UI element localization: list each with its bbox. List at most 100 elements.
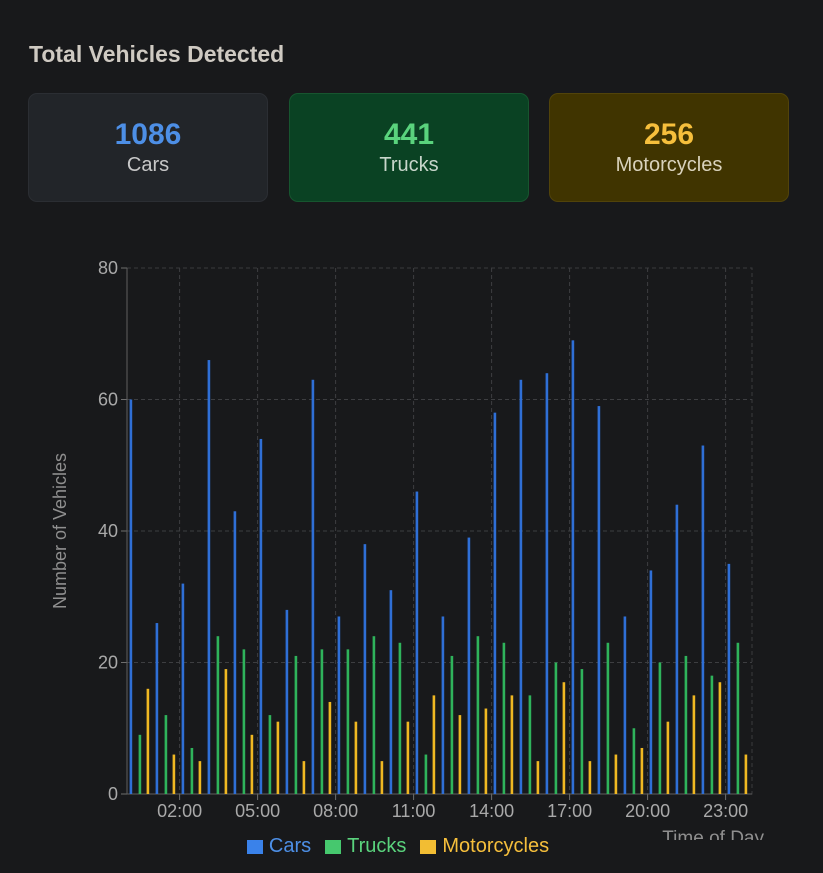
- x-tick-label-6: 20:00: [625, 801, 670, 821]
- cars-count: 1086: [114, 118, 182, 151]
- bar-trucks-4: [242, 649, 246, 794]
- bar-motorcycles-10: [406, 721, 410, 794]
- bar-motorcycles-20: [666, 721, 670, 794]
- bar-trucks-0: [138, 734, 142, 794]
- bar-cars-12: [441, 616, 445, 794]
- motorcycles-summary-card: 256 Motorcycles: [549, 93, 789, 202]
- trucks-count: 441: [383, 118, 435, 151]
- bar-cars-21: [675, 504, 679, 794]
- x-tick-label-5: 17:00: [547, 801, 592, 821]
- bar-cars-0: [129, 399, 133, 794]
- bar-cars-5: [259, 438, 263, 794]
- bar-cars-9: [363, 544, 367, 794]
- legend-label-trucks: Trucks: [347, 835, 407, 857]
- bar-motorcycles-18: [614, 754, 618, 794]
- page-title: Total Vehicles Detected: [29, 41, 285, 67]
- bar-cars-8: [337, 616, 341, 794]
- bar-trucks-11: [424, 754, 428, 794]
- x-tick-label-0: 02:00: [157, 801, 202, 821]
- bar-motorcycles-21: [692, 695, 696, 794]
- bar-cars-7: [311, 379, 315, 794]
- bar-motorcycles-4: [250, 734, 254, 794]
- bar-motorcycles-8: [354, 721, 358, 794]
- bar-trucks-17: [580, 669, 584, 794]
- bar-motorcycles-16: [562, 682, 566, 794]
- y-tick-label-1: 20: [98, 653, 118, 673]
- x-tick-label-2: 08:00: [313, 801, 358, 821]
- bar-cars-3: [207, 360, 211, 794]
- bar-trucks-2: [190, 747, 194, 794]
- legend-item-trucks[interactable]: Trucks: [325, 835, 406, 858]
- trucks-label: Trucks: [379, 154, 439, 176]
- bar-trucks-22: [710, 675, 714, 794]
- bar-trucks-16: [554, 662, 558, 794]
- bar-cars-15: [519, 379, 523, 794]
- motorcycles-count: 256: [643, 118, 695, 151]
- bar-trucks-6: [294, 655, 298, 794]
- bar-motorcycles-0: [146, 688, 150, 794]
- bar-motorcycles-3: [224, 669, 228, 794]
- bar-cars-1: [155, 623, 159, 794]
- bar-cars-2: [181, 583, 185, 794]
- bar-trucks-21: [684, 655, 688, 794]
- bar-cars-17: [571, 340, 575, 794]
- bar-cars-13: [467, 537, 471, 794]
- bar-cars-4: [233, 511, 237, 794]
- bar-motorcycles-22: [718, 682, 722, 794]
- x-axis-label: Time of Day: [662, 828, 764, 840]
- bar-cars-10: [389, 590, 393, 794]
- y-tick-label-2: 40: [98, 521, 118, 541]
- y-tick-label-3: 60: [98, 390, 118, 410]
- y-axis-label: Number of Vehicles: [50, 453, 70, 609]
- x-tick-label-1: 05:00: [235, 801, 280, 821]
- bar-trucks-20: [658, 662, 662, 794]
- motorcycles-label: Motorcycles: [615, 154, 723, 176]
- bar-trucks-23: [736, 642, 740, 794]
- bar-cars-11: [415, 491, 419, 794]
- bar-trucks-5: [268, 715, 272, 794]
- bar-motorcycles-2: [198, 761, 202, 794]
- bar-motorcycles-19: [640, 747, 644, 794]
- bar-trucks-7: [320, 649, 324, 794]
- legend-swatch-motorcycles: [420, 839, 437, 854]
- bar-trucks-8: [346, 649, 350, 794]
- bar-trucks-13: [476, 636, 480, 794]
- bar-trucks-10: [398, 642, 402, 794]
- chart-legend: Cars Trucks Motorcycles: [0, 835, 796, 858]
- legend-swatch-trucks: [325, 839, 342, 854]
- summary-cards: 1086 Cars 441 Trucks 256 Motorcycles: [28, 93, 790, 202]
- bar-motorcycles-7: [328, 701, 332, 794]
- y-tick-label-0: 0: [108, 784, 118, 804]
- bar-motorcycles-1: [172, 754, 176, 794]
- bar-motorcycles-23: [744, 754, 748, 794]
- bar-motorcycles-6: [302, 761, 306, 794]
- bar-cars-14: [493, 412, 497, 794]
- legend-label-motorcycles: Motorcycles: [442, 835, 550, 857]
- bar-cars-16: [545, 373, 549, 794]
- bar-motorcycles-5: [276, 721, 280, 794]
- x-tick-label-3: 11:00: [392, 801, 436, 821]
- bar-trucks-1: [164, 715, 168, 794]
- bar-motorcycles-13: [484, 708, 488, 794]
- bar-trucks-9: [372, 636, 376, 794]
- trucks-summary-card: 441 Trucks: [289, 93, 529, 202]
- bar-motorcycles-14: [510, 695, 514, 794]
- legend-item-motorcycles[interactable]: Motorcycles: [420, 835, 549, 858]
- bar-motorcycles-11: [432, 695, 436, 794]
- bar-motorcycles-15: [536, 761, 540, 794]
- y-tick-label-4: 80: [98, 258, 118, 278]
- bar-cars-19: [623, 616, 627, 794]
- bar-trucks-12: [450, 655, 454, 794]
- vehicles-bar-chart: 0 20 40 60 80 02:00 05:00 08:00 11:00 14:00 17:00 2…: [50, 258, 764, 840]
- cars-summary-card: 1086 Cars: [28, 93, 268, 202]
- legend-swatch-cars: [246, 839, 263, 854]
- bar-cars-23: [727, 563, 731, 794]
- bar-cars-22: [701, 445, 705, 794]
- bar-trucks-3: [216, 636, 220, 794]
- bar-motorcycles-9: [380, 761, 384, 794]
- bar-cars-6: [285, 609, 289, 794]
- legend-item-cars[interactable]: Cars: [246, 835, 312, 858]
- legend-label-cars: Cars: [268, 835, 312, 857]
- bar-cars-20: [649, 570, 653, 794]
- bar-motorcycles-12: [458, 715, 462, 794]
